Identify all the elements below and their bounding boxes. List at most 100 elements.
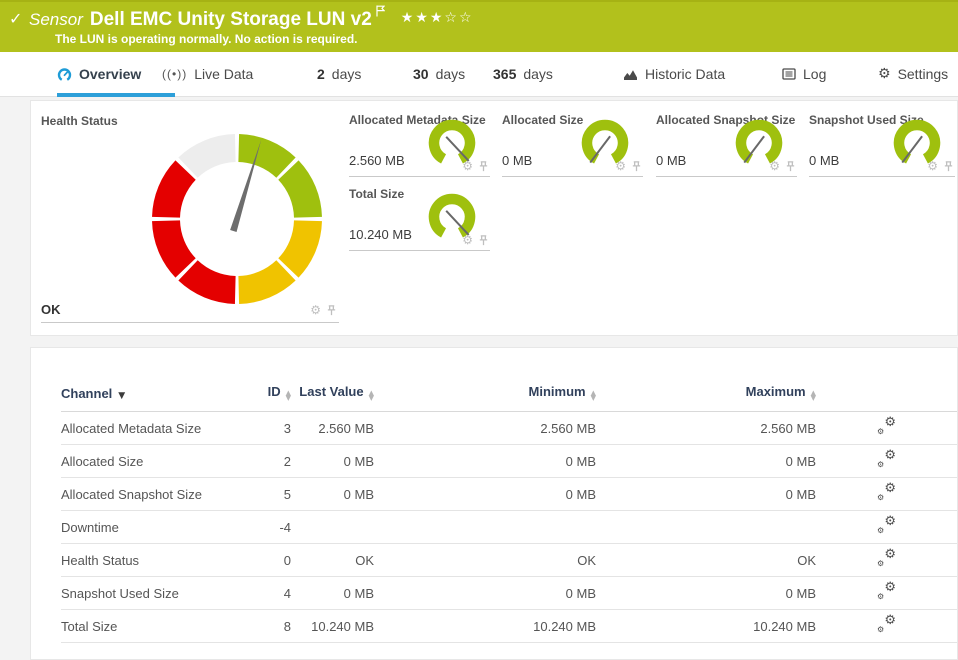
channel-edit-icon[interactable]: ⚙ ⚙	[877, 513, 896, 535]
mini-gauge-value: 2.560 MB	[349, 153, 405, 168]
mini-gauge-svg	[735, 119, 783, 164]
mini-gauge-title: Allocated Size	[502, 113, 584, 127]
sort-icon: ▲ ▼	[368, 389, 374, 402]
mini-gauge-value: 0 MB	[502, 153, 533, 168]
mini-gauge-svg	[428, 119, 476, 164]
table-row: Health Status 0 OK OK OK ⚙ ⚙	[61, 544, 957, 577]
flag-icon[interactable]	[376, 5, 386, 17]
tab-settings[interactable]: ⚙ Settings	[878, 66, 949, 82]
column-header-minimum[interactable]: Minimum ▲ ▼	[528, 384, 596, 402]
channel-id: 3	[283, 420, 291, 436]
channels-table-panel: Channel ▼ ID ▲ ▼ Last Value ▲ ▼ Minimum ▲ ▼ Max…	[30, 347, 958, 660]
table-row: Total Size 8 10.240 MB 10.240 MB 10.240 …	[61, 610, 957, 643]
channel-name: Allocated Metadata Size	[61, 420, 202, 436]
tab-log[interactable]: Log	[782, 52, 826, 96]
gauge-settings-icon[interactable]: ⚙	[769, 159, 780, 173]
tab-live-data[interactable]: ((•)) Live Data	[162, 66, 254, 82]
mini-gauge-card: Allocated Size 0 MB ⚙	[502, 113, 643, 177]
channel-edit-icon[interactable]: ⚙ ⚙	[877, 447, 896, 469]
mini-gauge-svg	[581, 119, 629, 164]
sort-icon: ▲ ▼	[285, 389, 291, 402]
mini-gauge-card: Total Size 10.240 MB ⚙	[349, 187, 490, 251]
channel-id: 0	[283, 552, 291, 568]
channel-minimum: 0 MB	[565, 486, 596, 502]
channel-minimum: 0 MB	[565, 585, 596, 601]
channel-maximum: OK	[797, 552, 816, 568]
mini-gauge-card: Snapshot Used Size 0 MB ⚙	[809, 113, 955, 177]
tab-bar: Overview ((•)) Live Data 2 days 30 days 36…	[0, 52, 958, 97]
pin-icon[interactable]	[631, 160, 642, 172]
channel-edit-icon[interactable]: ⚙ ⚙	[877, 480, 896, 502]
channel-id: 4	[283, 585, 291, 601]
channel-maximum: 2.560 MB	[760, 420, 816, 436]
table-row: Downtime -4 ⚙ ⚙	[61, 511, 957, 544]
channel-last-value: 2.560 MB	[318, 420, 374, 436]
pin-icon[interactable]	[943, 160, 954, 172]
channel-edit-icon[interactable]: ⚙ ⚙	[877, 546, 896, 568]
gauge-settings-icon[interactable]: ⚙	[462, 233, 473, 247]
pin-icon[interactable]	[326, 304, 337, 316]
priority-stars[interactable]: ★★★☆☆	[400, 10, 474, 26]
mini-gauge-title: Total Size	[349, 187, 405, 201]
gauge-settings-icon[interactable]: ⚙	[462, 159, 473, 173]
channel-minimum: 10.240 MB	[533, 618, 596, 634]
pin-icon[interactable]	[785, 160, 796, 172]
sort-icon: ▲ ▼	[810, 389, 816, 402]
pin-icon[interactable]	[478, 160, 489, 172]
column-header-id[interactable]: ID ▲ ▼	[267, 384, 291, 402]
channel-name: Allocated Snapshot Size	[61, 486, 202, 502]
tab-365-days[interactable]: 365 days	[493, 66, 553, 82]
health-status-value: OK	[41, 302, 61, 317]
gauge-settings-icon[interactable]: ⚙	[310, 303, 321, 317]
mini-gauge-svg	[428, 193, 476, 238]
channel-name: Snapshot Used Size	[61, 585, 179, 601]
channel-id: -4	[279, 519, 291, 535]
mini-gauge-card: Allocated Snapshot Size 0 MB ⚙	[656, 113, 797, 177]
channel-edit-icon[interactable]: ⚙ ⚙	[877, 414, 896, 436]
channel-last-value: 0 MB	[343, 486, 374, 502]
channel-minimum: 0 MB	[565, 453, 596, 469]
table-row: Allocated Size 2 0 MB 0 MB 0 MB ⚙ ⚙	[61, 445, 957, 478]
pin-icon[interactable]	[478, 234, 489, 246]
channel-maximum: 10.240 MB	[753, 618, 816, 634]
sensor-header: ✓ Sensor Dell EMC Unity Storage LUN v2 ★★★…	[0, 0, 958, 52]
channel-edit-icon[interactable]: ⚙ ⚙	[877, 579, 896, 601]
table-row: Allocated Snapshot Size 5 0 MB 0 MB 0 MB…	[61, 478, 957, 511]
channel-name: Allocated Size	[61, 453, 144, 469]
table-row: Snapshot Used Size 4 0 MB 0 MB 0 MB ⚙ ⚙	[61, 577, 957, 610]
table-row: Allocated Metadata Size 3 2.560 MB 2.560…	[61, 412, 957, 445]
sensor-title: Dell EMC Unity Storage LUN v2	[89, 9, 372, 30]
gauge-settings-icon[interactable]: ⚙	[615, 159, 626, 173]
channel-edit-icon[interactable]: ⚙ ⚙	[877, 612, 896, 634]
channel-name: Health Status	[61, 552, 140, 568]
channel-minimum: OK	[577, 552, 596, 568]
column-header-channel[interactable]: Channel ▼	[61, 386, 126, 401]
channel-id: 8	[283, 618, 291, 634]
channel-last-value: OK	[355, 552, 374, 568]
channel-id: 2	[283, 453, 291, 469]
live-data-icon: ((•))	[162, 67, 188, 81]
tab-2-days[interactable]: 2 days	[317, 66, 362, 82]
sort-icon: ▲ ▼	[590, 389, 596, 402]
health-gauge	[152, 134, 322, 304]
gauge-settings-icon[interactable]: ⚙	[927, 159, 938, 173]
area-chart-icon	[624, 69, 637, 80]
channel-last-value: 0 MB	[343, 453, 374, 469]
gauges-panel: Health Status OK ⚙ Allocated Metadata Si…	[30, 100, 958, 336]
channel-maximum: 0 MB	[785, 585, 816, 601]
health-gauge-footer: OK ⚙	[41, 293, 339, 323]
column-header-maximum[interactable]: Maximum ▲ ▼	[745, 384, 816, 402]
channel-id: 5	[283, 486, 291, 502]
channel-last-value: 0 MB	[343, 585, 374, 601]
mini-gauge-value: 10.240 MB	[349, 227, 412, 242]
mini-gauge-title: Snapshot Used Size	[809, 113, 924, 127]
status-check-icon: ✓	[9, 9, 23, 28]
channel-last-value: 10.240 MB	[311, 618, 374, 634]
gauge-icon	[57, 67, 72, 81]
table-header-row: Channel ▼ ID ▲ ▼ Last Value ▲ ▼ Minimum ▲ ▼ Max…	[61, 348, 957, 412]
tab-30-days[interactable]: 30 days	[413, 66, 466, 82]
tab-overview[interactable]: Overview	[57, 52, 141, 96]
column-header-last-value[interactable]: Last Value ▲ ▼	[299, 384, 374, 402]
tab-historic-data[interactable]: Historic Data	[623, 52, 725, 96]
channel-name: Downtime	[61, 519, 119, 535]
